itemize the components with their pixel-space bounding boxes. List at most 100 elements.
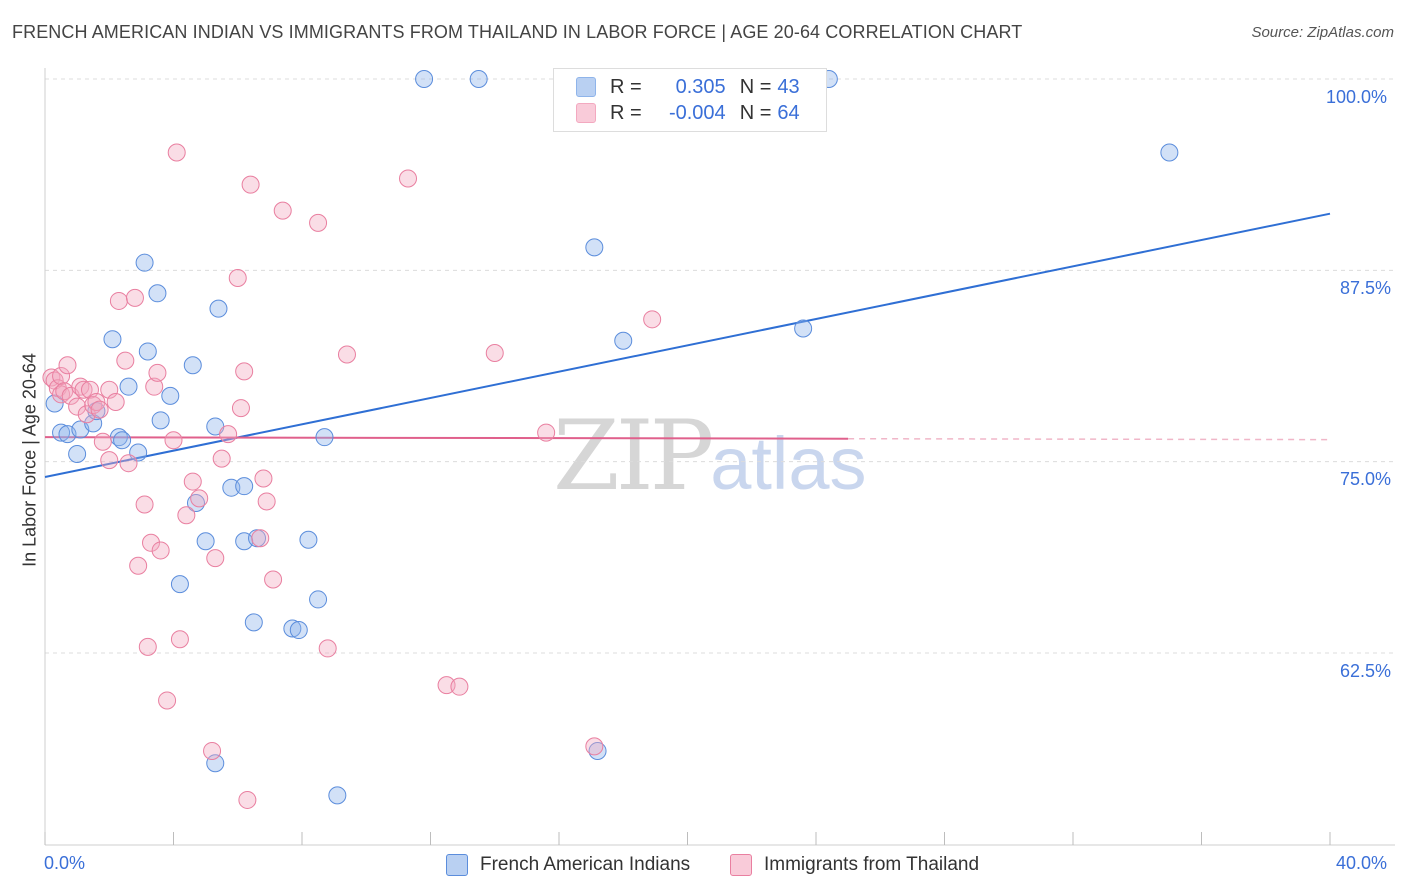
data-point-series1 [183, 356, 202, 375]
legend-swatch-series2 [576, 103, 596, 123]
data-point-series2 [93, 432, 112, 451]
data-point-series2 [450, 677, 469, 696]
data-point-series2 [177, 506, 196, 525]
data-point-series2 [485, 343, 504, 362]
data-point-series2 [167, 143, 186, 162]
watermark-zip: ZIP [553, 400, 714, 512]
trend-line-series1 [44, 212, 1331, 478]
data-point-series2 [206, 549, 225, 568]
correlation-legend: R = 0.305 N = 43 R = -0.004 N = 64 [553, 68, 827, 132]
data-point-series1 [1160, 143, 1179, 162]
legend-n-value: 43 [777, 75, 800, 98]
data-point-series2 [318, 639, 337, 658]
axes [44, 68, 1395, 846]
data-point-series1 [113, 431, 132, 450]
y-tick-label-100: 100.0% [1326, 87, 1388, 107]
data-point-series2 [119, 454, 138, 473]
data-point-series2 [90, 400, 109, 419]
data-point-series2 [142, 533, 161, 552]
data-point-series1 [222, 478, 241, 497]
data-point-series1 [119, 377, 138, 396]
data-point-series2 [170, 630, 189, 649]
watermark: ZIPatlas [553, 400, 867, 512]
data-point-series2 [135, 495, 154, 514]
legend-n-label: N = [739, 101, 772, 124]
data-point-series2 [251, 529, 270, 548]
data-point-series2 [231, 399, 250, 418]
data-point-series2 [100, 451, 119, 470]
data-point-series1 [283, 619, 302, 638]
bottom-legend-swatch-series2 [730, 854, 752, 876]
data-point-series1 [289, 621, 308, 640]
data-point-series2 [228, 268, 247, 287]
data-point-series2 [71, 377, 90, 396]
legend-n-label: N = [739, 75, 772, 98]
data-point-series1 [614, 331, 633, 350]
legend-r-label: R = [610, 101, 642, 124]
data-point-series1 [469, 70, 488, 88]
data-point-series2 [145, 377, 164, 396]
data-point-series2 [42, 368, 61, 387]
bottom-legend-swatch-series1 [446, 854, 468, 876]
data-point-series2 [273, 201, 292, 220]
bottom-legend-series1: French American Indians [446, 852, 690, 878]
legend-swatch-series1 [576, 77, 596, 97]
data-point-series1 [161, 386, 180, 405]
data-point-series2 [337, 345, 356, 364]
data-point-series2 [106, 392, 125, 411]
data-point-series2 [84, 396, 103, 415]
data-point-series2 [109, 291, 128, 310]
data-point-series2 [241, 175, 260, 194]
data-point-series2 [151, 541, 170, 560]
data-point-series2 [164, 431, 183, 450]
legend-row-series1: R = 0.305 N = 43 [576, 75, 800, 99]
data-point-series2 [129, 556, 148, 575]
data-point-series1 [148, 284, 167, 303]
data-point-series2 [183, 472, 202, 491]
data-point-series1 [235, 477, 254, 496]
data-point-series1 [170, 575, 189, 594]
data-point-series2 [116, 351, 135, 370]
data-point-series2 [52, 366, 71, 385]
legend-r-value: -0.004 [668, 101, 726, 124]
data-point-series1 [794, 319, 813, 338]
data-point-series1 [103, 330, 122, 349]
data-point-series2 [399, 169, 418, 188]
trend-line-series2 [44, 436, 849, 440]
data-point-series1 [209, 299, 228, 318]
source-label: Source: ZipAtlas.com [1251, 24, 1394, 41]
data-point-series2 [158, 691, 177, 710]
data-point-series2 [537, 423, 556, 442]
data-point-series1 [45, 394, 64, 413]
bottom-legend-label-series1: French American Indians [480, 854, 691, 875]
data-point-series1 [585, 238, 604, 257]
watermark-atlas: atlas [710, 422, 867, 505]
legend-r-label: R = [610, 75, 642, 98]
trend-line-extension-series2 [848, 437, 1331, 441]
data-point-series1 [151, 411, 170, 430]
data-point-series2 [219, 425, 238, 444]
data-points [42, 70, 1179, 809]
trend-lines [44, 212, 1331, 478]
chart-title: FRENCH AMERICAN INDIAN VS IMMIGRANTS FRO… [12, 22, 1023, 42]
y-tick-label-87-5: 87.5% [1340, 278, 1392, 298]
data-point-series2 [138, 637, 157, 656]
data-point-series1 [138, 342, 157, 361]
data-point-series1 [299, 530, 318, 549]
data-point-series2 [643, 310, 662, 329]
data-point-series2 [238, 790, 257, 809]
data-point-series2 [257, 492, 276, 511]
data-point-series2 [58, 356, 77, 375]
data-point-series1 [68, 445, 87, 464]
data-point-series2 [309, 213, 328, 232]
bottom-legend-series2: Immigrants from Thailand [730, 852, 979, 878]
data-point-series2 [148, 363, 167, 382]
data-point-series2 [212, 449, 231, 468]
data-point-series1 [415, 70, 434, 88]
legend-r-value: 0.305 [675, 75, 726, 98]
data-point-series2 [52, 385, 71, 404]
legend-row-series2: R = -0.004 N = 64 [576, 101, 800, 125]
data-point-series2 [585, 737, 604, 756]
data-point-series2 [190, 489, 209, 508]
x-tick-label-right: 40.0% [1336, 853, 1388, 873]
